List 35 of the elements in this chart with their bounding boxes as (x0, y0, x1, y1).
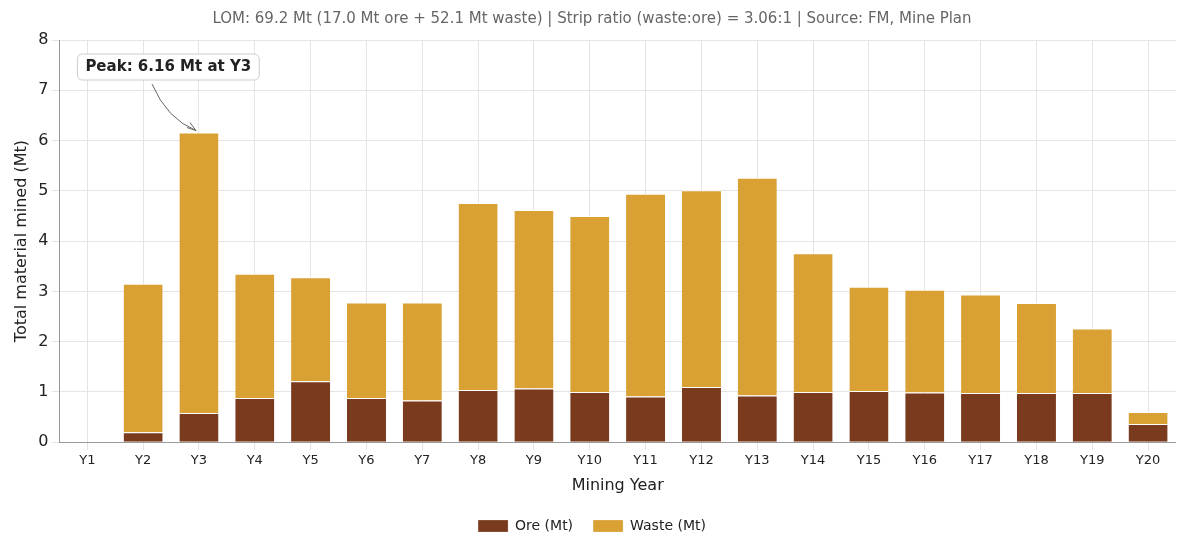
y-tick-label: 3 (38, 280, 49, 300)
x-tick-label: Y12 (688, 452, 714, 468)
y-tick-label: 4 (38, 230, 49, 250)
x-tick-label: Y4 (245, 452, 263, 468)
annotation: Peak: 6.16 Mt at Y3 (85, 56, 252, 75)
x-tick-label: Y18 (1023, 452, 1049, 468)
y-tick-label: 8 (38, 29, 49, 49)
y-tick-label: 0 (38, 431, 49, 451)
y-tick-label: 1 (38, 381, 49, 401)
x-tick-label: Y8 (469, 452, 487, 468)
x-tick-label: Y15 (855, 452, 882, 468)
x-axis-title: Mining Year (571, 474, 665, 494)
x-tick-label: Y3 (189, 452, 208, 468)
y-tick-label: 7 (38, 79, 49, 99)
legend-label: Ore (Mt) (515, 516, 574, 533)
x-tick-label: Y1 (78, 452, 96, 468)
x-tick-label: Y5 (301, 452, 319, 468)
legend-label: Waste (Mt) (630, 516, 706, 533)
x-tick-label: Y2 (134, 452, 152, 468)
y-tick-label: 2 (38, 330, 49, 350)
x-tick-label: Y20 (1134, 452, 1161, 468)
x-tick-label: Y10 (576, 452, 603, 468)
x-tick-label: Y11 (632, 452, 658, 468)
x-tick-label: Y9 (524, 452, 543, 468)
x-tick-label: Y13 (744, 452, 770, 468)
chart-title: LOM: 69.2 Mt (17.0 Mt ore + 52.1 Mt waste) | Strip ratio (waste:ore) = 3.06:1 | Source: FM, Mine Plan (212, 8, 972, 27)
x-tick-label: Y16 (911, 452, 937, 468)
x-tick-label: Y14 (799, 452, 826, 468)
x-tick-label: Y17 (967, 452, 993, 468)
x-tick-label: Y19 (1079, 452, 1105, 468)
x-tick-label: Y7 (413, 452, 431, 468)
y-tick-label: 6 (38, 129, 49, 149)
y-axis-title: Total material mined (Mt) (10, 140, 30, 344)
x-tick-label: Y6 (357, 452, 375, 468)
y-tick-label: 5 (38, 179, 49, 199)
